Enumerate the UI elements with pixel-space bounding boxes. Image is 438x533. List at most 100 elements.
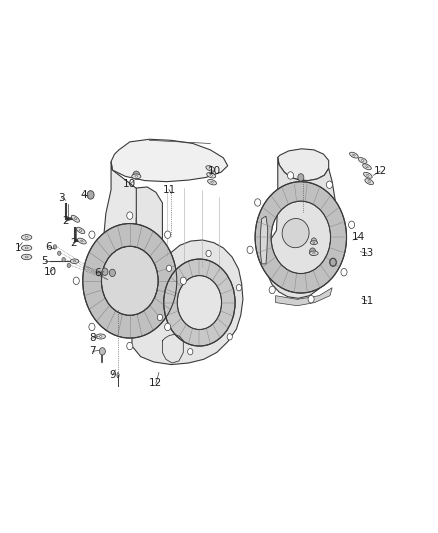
- Circle shape: [287, 172, 293, 179]
- Ellipse shape: [211, 181, 213, 183]
- Ellipse shape: [70, 259, 79, 263]
- Ellipse shape: [74, 217, 77, 220]
- Circle shape: [127, 212, 133, 219]
- Circle shape: [57, 251, 61, 255]
- Ellipse shape: [209, 167, 212, 169]
- Circle shape: [227, 334, 232, 340]
- Circle shape: [349, 221, 355, 229]
- Polygon shape: [266, 157, 336, 298]
- Polygon shape: [276, 288, 332, 306]
- Circle shape: [330, 259, 336, 266]
- Ellipse shape: [79, 230, 82, 231]
- Text: 12: 12: [374, 166, 387, 176]
- Ellipse shape: [367, 174, 369, 176]
- Ellipse shape: [368, 181, 371, 183]
- Circle shape: [127, 342, 133, 350]
- Ellipse shape: [73, 261, 76, 262]
- Ellipse shape: [313, 253, 315, 254]
- Circle shape: [329, 258, 336, 266]
- Ellipse shape: [25, 237, 28, 238]
- Text: 9: 9: [109, 370, 116, 380]
- Ellipse shape: [361, 159, 364, 161]
- Polygon shape: [260, 216, 268, 264]
- Circle shape: [310, 248, 316, 255]
- Ellipse shape: [358, 158, 367, 164]
- Ellipse shape: [71, 215, 79, 222]
- Circle shape: [187, 349, 193, 355]
- Ellipse shape: [21, 235, 32, 240]
- Polygon shape: [278, 149, 328, 181]
- Text: 2: 2: [70, 238, 77, 248]
- Text: 7: 7: [89, 346, 96, 357]
- Text: 8: 8: [89, 333, 96, 343]
- Ellipse shape: [78, 238, 86, 244]
- Ellipse shape: [21, 254, 32, 260]
- Text: 14: 14: [352, 232, 365, 243]
- Circle shape: [165, 231, 171, 238]
- Circle shape: [165, 323, 171, 330]
- Ellipse shape: [310, 251, 318, 255]
- Circle shape: [73, 277, 79, 285]
- Ellipse shape: [21, 245, 32, 251]
- Ellipse shape: [208, 180, 216, 185]
- Ellipse shape: [76, 227, 85, 233]
- Circle shape: [298, 174, 304, 181]
- Circle shape: [53, 245, 57, 249]
- Circle shape: [99, 348, 106, 355]
- Ellipse shape: [365, 179, 374, 184]
- Ellipse shape: [207, 173, 215, 178]
- Ellipse shape: [132, 174, 141, 179]
- Ellipse shape: [99, 336, 102, 337]
- Circle shape: [269, 286, 275, 294]
- Text: 5: 5: [42, 256, 48, 266]
- Circle shape: [67, 263, 71, 268]
- Ellipse shape: [310, 241, 318, 245]
- Ellipse shape: [117, 373, 119, 378]
- Circle shape: [166, 265, 172, 271]
- Polygon shape: [111, 139, 228, 182]
- Circle shape: [133, 171, 140, 180]
- Text: 12: 12: [149, 378, 162, 388]
- Text: 11: 11: [162, 184, 176, 195]
- Text: 2: 2: [63, 216, 69, 227]
- Ellipse shape: [353, 154, 355, 156]
- Circle shape: [237, 285, 241, 291]
- Ellipse shape: [81, 240, 83, 242]
- Ellipse shape: [363, 164, 371, 169]
- Ellipse shape: [210, 174, 212, 176]
- Ellipse shape: [25, 256, 28, 258]
- Circle shape: [254, 199, 261, 206]
- Circle shape: [89, 231, 95, 238]
- Ellipse shape: [350, 152, 358, 158]
- Text: 1: 1: [14, 243, 21, 253]
- Ellipse shape: [135, 175, 138, 177]
- Ellipse shape: [282, 219, 309, 248]
- Circle shape: [180, 277, 186, 285]
- Text: 10: 10: [123, 179, 136, 189]
- Polygon shape: [132, 187, 243, 365]
- Ellipse shape: [313, 242, 315, 243]
- Circle shape: [87, 191, 94, 199]
- Polygon shape: [104, 161, 157, 305]
- Circle shape: [62, 257, 65, 262]
- Circle shape: [311, 238, 317, 244]
- Text: 13: 13: [360, 248, 374, 259]
- Ellipse shape: [25, 247, 28, 249]
- Circle shape: [89, 323, 95, 330]
- Circle shape: [326, 181, 332, 189]
- Circle shape: [308, 295, 314, 303]
- Text: 6: 6: [45, 242, 52, 252]
- Circle shape: [157, 314, 162, 321]
- Circle shape: [102, 268, 108, 276]
- Circle shape: [102, 246, 158, 316]
- Text: 10: 10: [208, 166, 221, 176]
- Ellipse shape: [206, 166, 215, 171]
- Circle shape: [110, 269, 116, 277]
- Text: 3: 3: [58, 192, 65, 203]
- Text: 6: 6: [94, 268, 100, 278]
- Text: 11: 11: [360, 296, 374, 306]
- Ellipse shape: [96, 334, 106, 339]
- Circle shape: [206, 251, 211, 256]
- Text: 10: 10: [43, 267, 57, 277]
- Ellipse shape: [364, 172, 372, 178]
